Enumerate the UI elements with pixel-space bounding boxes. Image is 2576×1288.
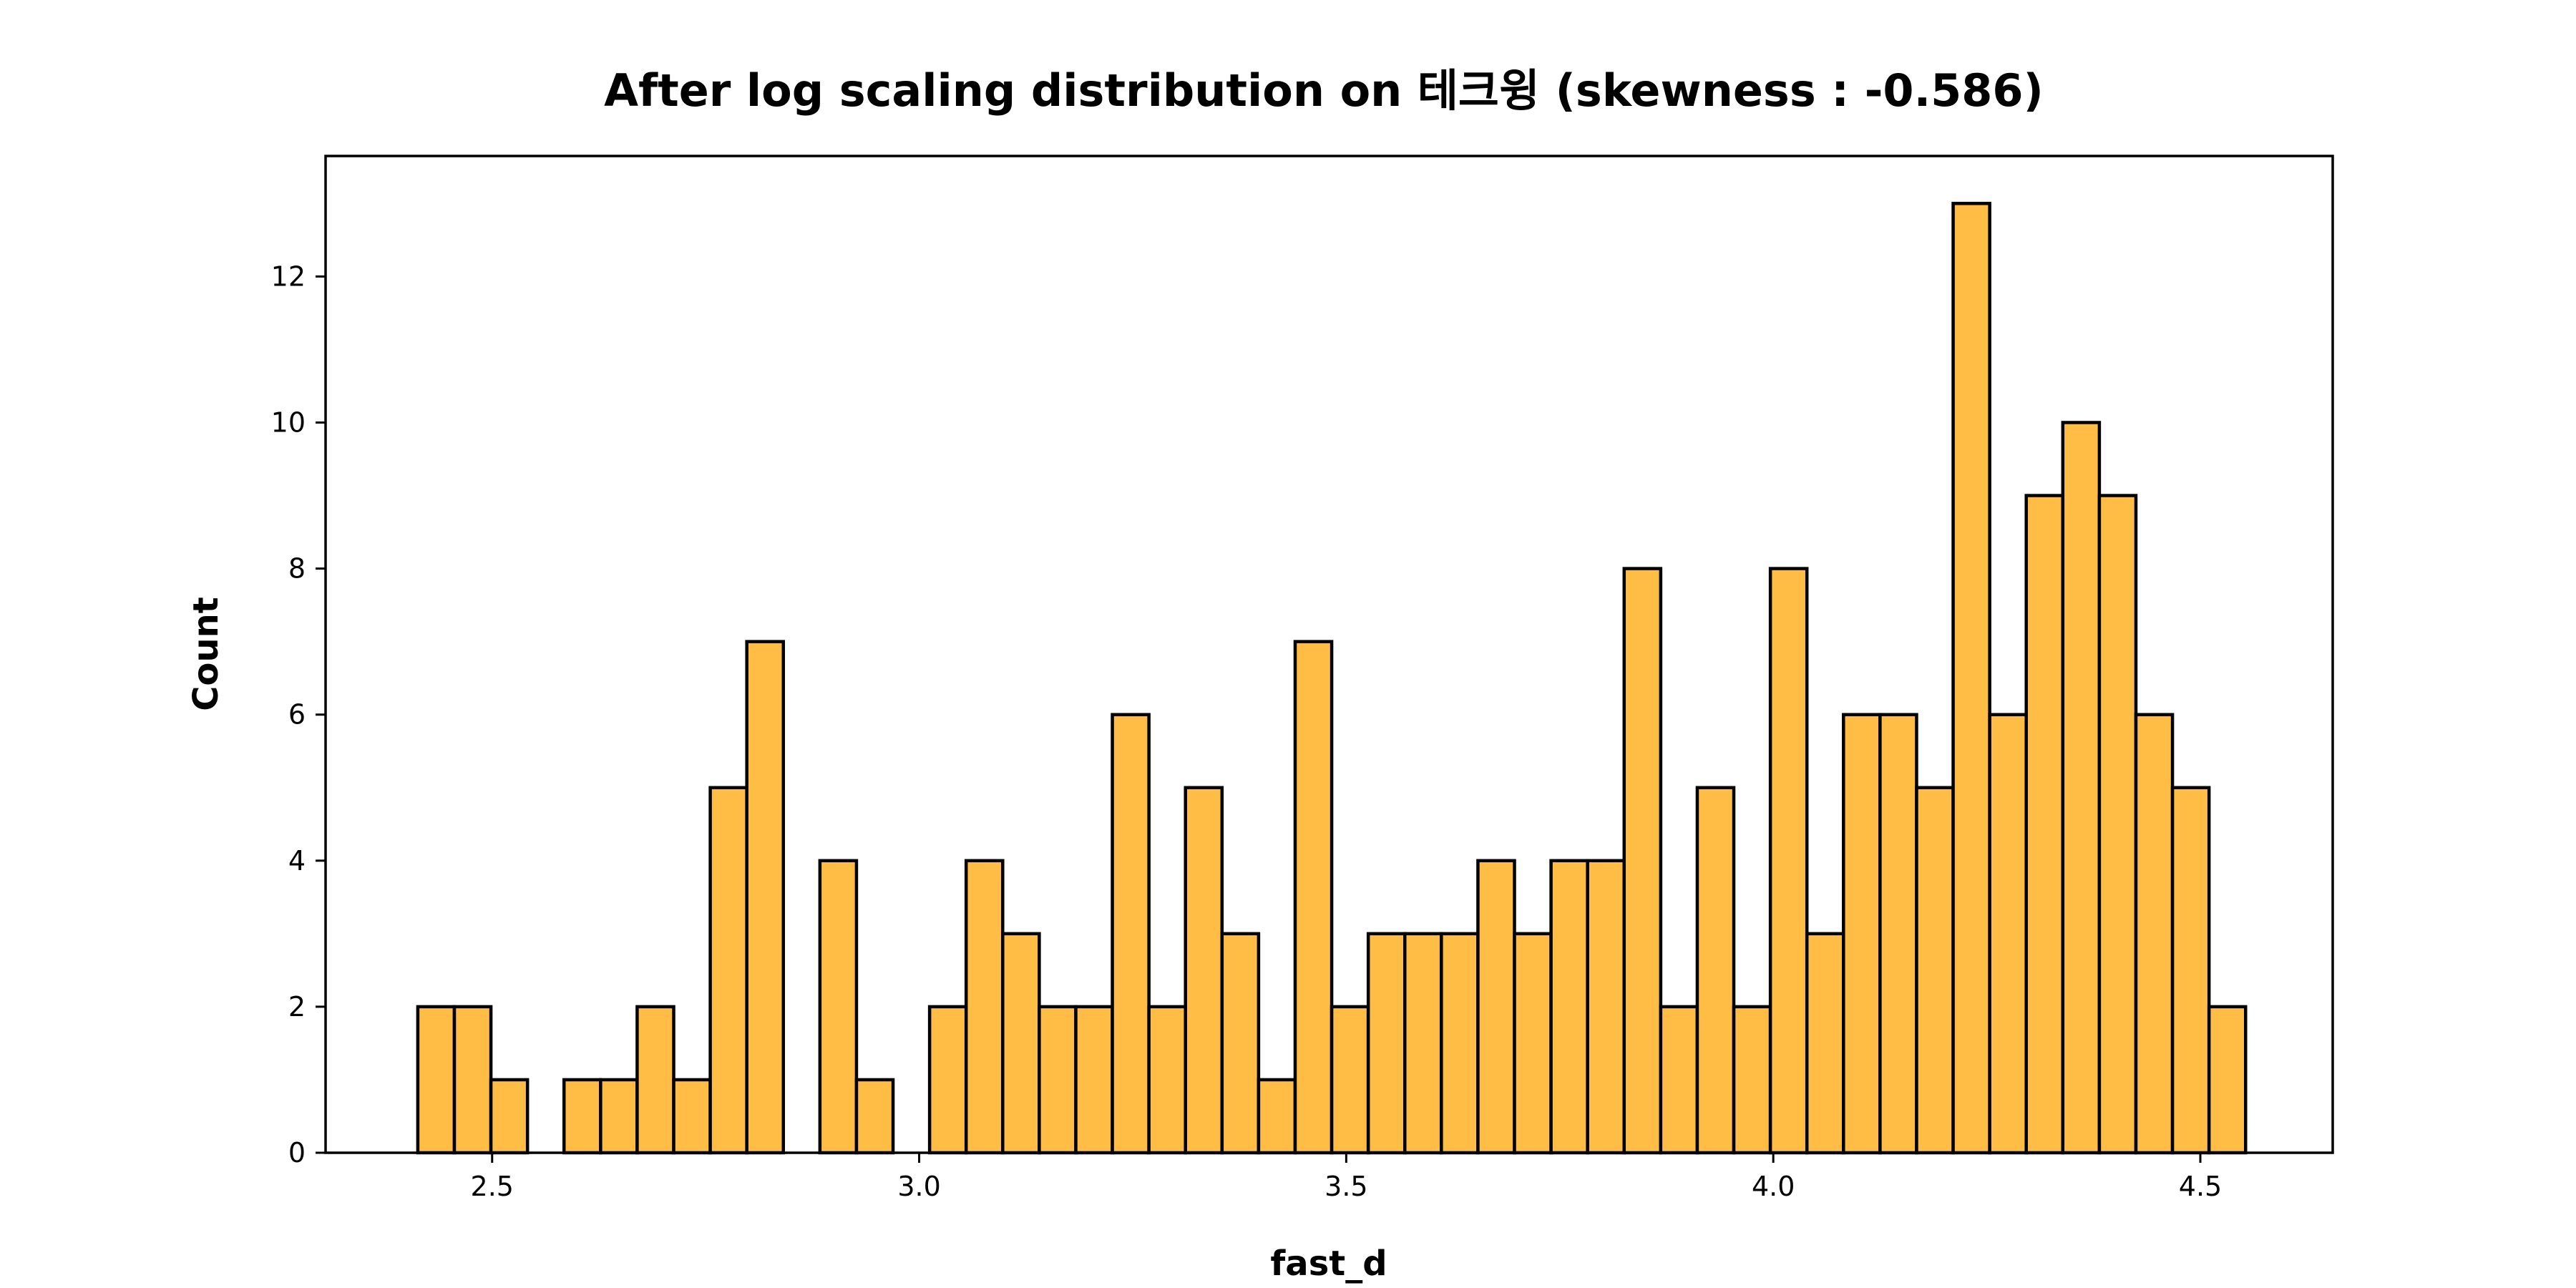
histogram-bar xyxy=(2024,494,2065,1155)
histogram-bar xyxy=(1001,932,1041,1155)
y-tick-label: 8 xyxy=(288,553,306,585)
histogram-bar xyxy=(1586,859,1626,1155)
histogram-bar xyxy=(854,1078,895,1155)
y-tick-label: 10 xyxy=(271,406,306,438)
histogram-bar xyxy=(1549,859,1589,1155)
histogram-bar xyxy=(1842,713,1882,1155)
x-tick-label: 4.5 xyxy=(2179,1171,2222,1202)
histogram-bar xyxy=(708,786,748,1155)
histogram-bar xyxy=(562,1078,602,1155)
histogram-bar xyxy=(1659,1005,1699,1155)
y-tick-label: 4 xyxy=(288,845,306,877)
histogram-bar xyxy=(1476,859,1516,1155)
histogram-bar xyxy=(672,1078,712,1155)
x-tick-label: 3.0 xyxy=(897,1171,940,1202)
y-tick-label: 0 xyxy=(288,1137,306,1169)
histogram-bar xyxy=(599,1078,639,1155)
histogram-bar xyxy=(1805,932,1845,1155)
histogram-bar xyxy=(1915,786,1955,1155)
histogram-bar xyxy=(964,859,1005,1155)
histogram-bar xyxy=(1220,932,1261,1155)
histogram-bar xyxy=(1878,713,1918,1155)
y-tick-label: 12 xyxy=(271,260,306,292)
x-axis-ticks: 2.5 3.0 3.5 4.0 4.5 xyxy=(471,1153,2222,1202)
histogram-bar xyxy=(927,1005,968,1155)
histogram-bar xyxy=(1074,1005,1114,1155)
x-tick-label: 4.0 xyxy=(1752,1171,1795,1202)
histogram-bar xyxy=(1330,1005,1370,1155)
x-tick-label: 3.5 xyxy=(1324,1171,1367,1202)
chart-title: After log scaling distribution on 테크윙 (s… xyxy=(604,64,2044,117)
histogram-bar xyxy=(1038,1005,1078,1155)
histogram-bar xyxy=(1513,932,1553,1155)
histogram-bar xyxy=(2134,713,2175,1155)
x-axis-label: fast_d xyxy=(1270,1244,1387,1284)
histogram-bar xyxy=(1951,202,1991,1155)
y-tick-label: 2 xyxy=(288,991,306,1023)
y-axis-ticks: 0 2 4 6 8 10 12 xyxy=(271,260,326,1169)
histogram-bar xyxy=(635,1005,675,1155)
histogram-bar xyxy=(1403,932,1443,1155)
histogram-bar xyxy=(452,1005,493,1155)
histogram-bar xyxy=(1111,713,1151,1155)
histogram-bar xyxy=(2207,1005,2248,1155)
histogram-bar xyxy=(1768,567,1809,1155)
histogram-bars xyxy=(416,202,2248,1155)
x-tick-label: 2.5 xyxy=(471,1171,514,1202)
histogram-bar xyxy=(2170,786,2211,1155)
histogram-bar xyxy=(1622,567,1663,1155)
histogram-bar xyxy=(1293,640,1334,1155)
histogram-bar xyxy=(489,1078,530,1155)
histogram-bar xyxy=(1732,1005,1772,1155)
histogram-bar xyxy=(416,1005,457,1155)
histogram-bar xyxy=(1184,786,1224,1155)
histogram-bar xyxy=(1695,786,1736,1155)
histogram-bar xyxy=(1988,713,2028,1155)
histogram-bar xyxy=(1440,932,1480,1155)
histogram-bar xyxy=(2061,421,2102,1155)
histogram-bar xyxy=(745,640,786,1155)
histogram-bar xyxy=(818,859,859,1155)
histogram-bar xyxy=(2097,494,2138,1155)
plot-area-frame xyxy=(324,155,2334,1154)
histogram-bar xyxy=(1366,932,1407,1155)
histogram-bar xyxy=(1257,1078,1297,1155)
histogram-bar xyxy=(1147,1005,1187,1155)
y-tick-label: 6 xyxy=(288,699,306,731)
y-axis-label: Count xyxy=(186,597,226,711)
